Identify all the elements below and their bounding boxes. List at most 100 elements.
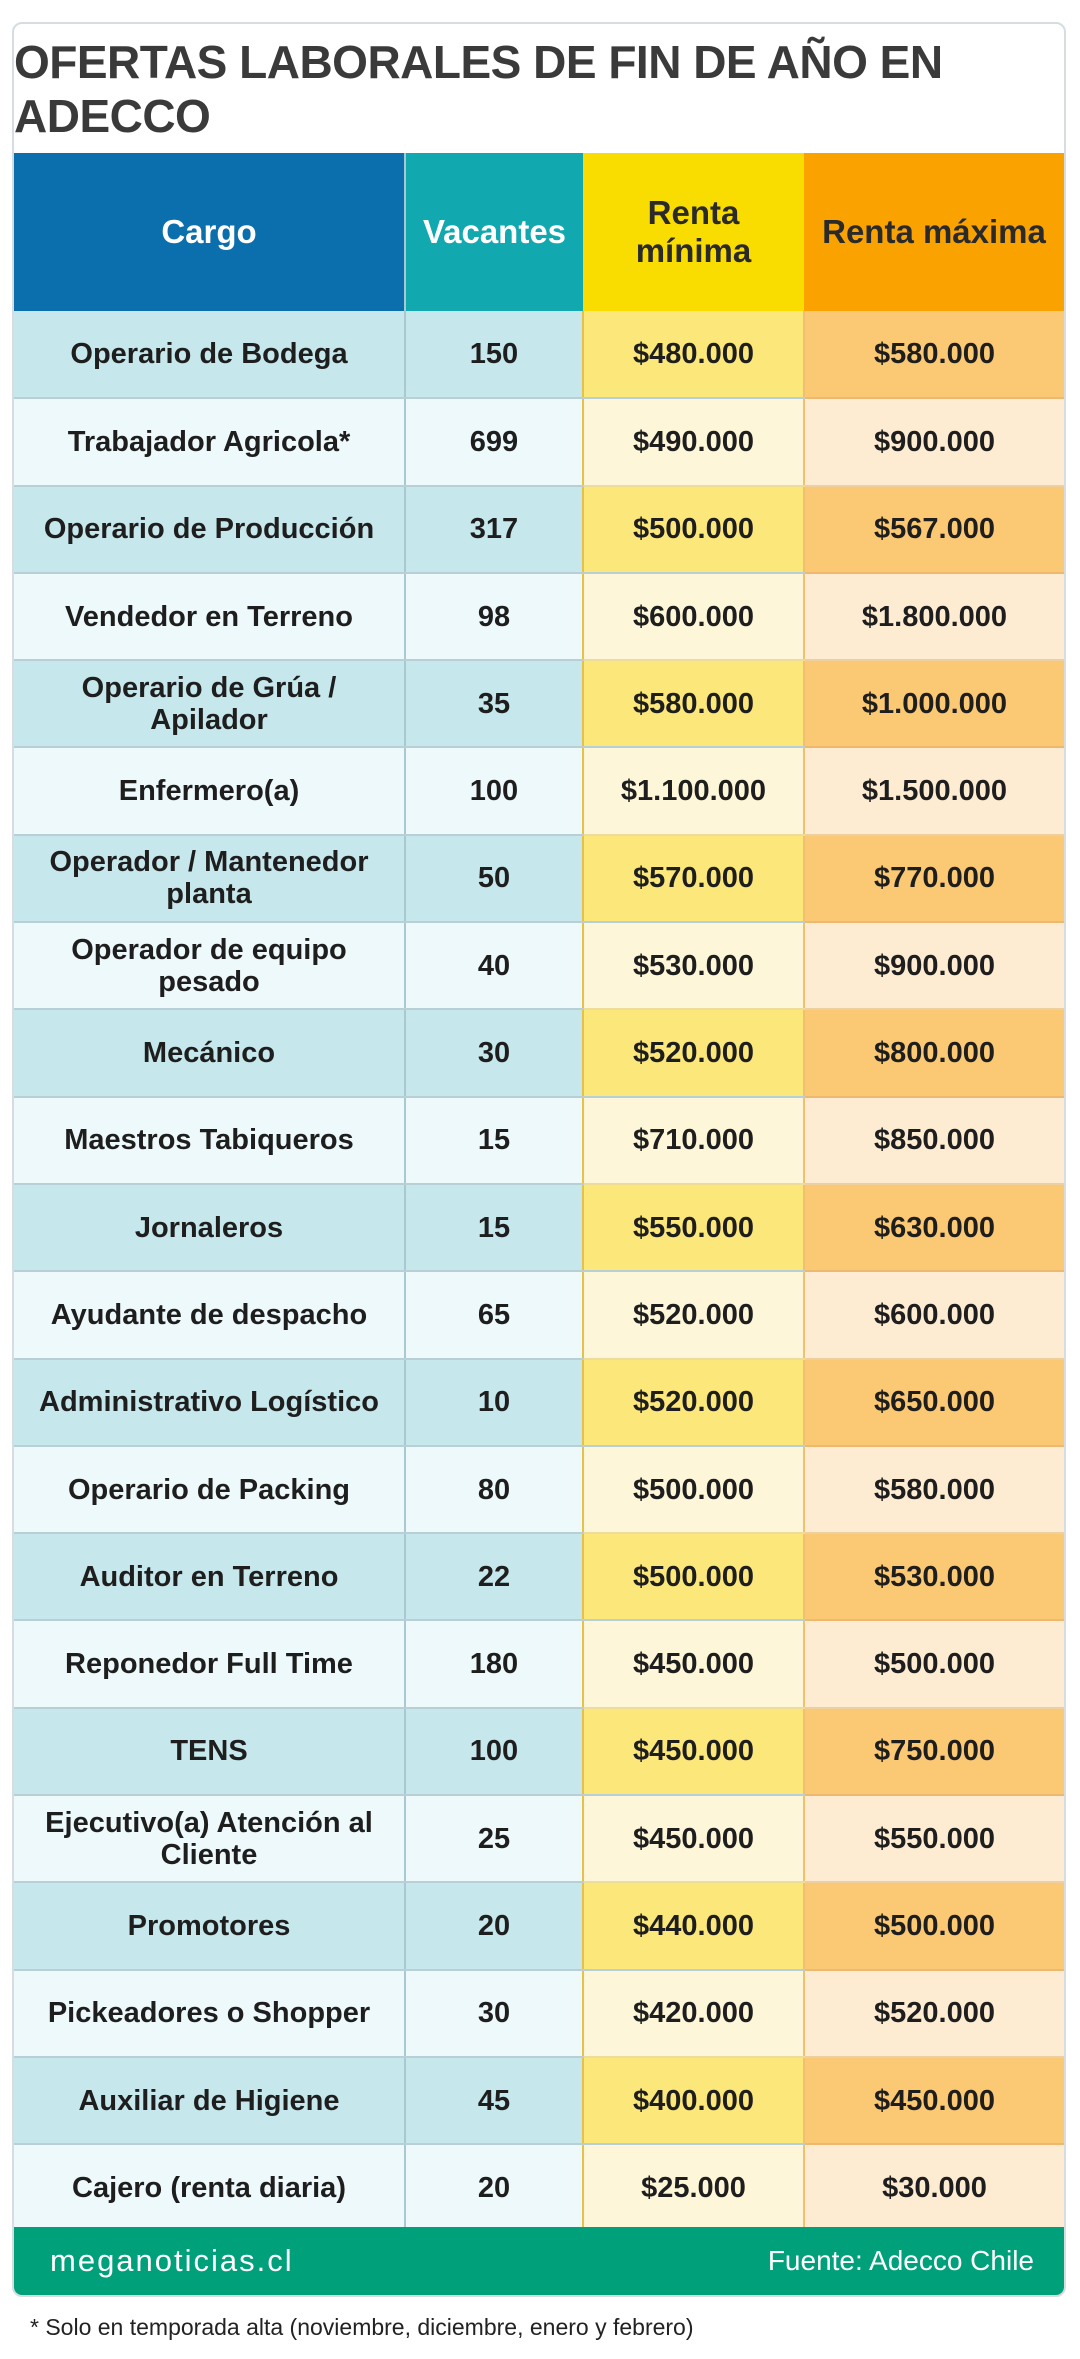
- table-cell: $1.100.000: [582, 747, 804, 836]
- table-cell: Operador de equipo pesado: [14, 922, 405, 1011]
- table-cell: Cajero (renta diaria): [14, 2144, 405, 2233]
- table-cell: Operario de Bodega: [14, 311, 405, 400]
- table-cell: Jornaleros: [14, 1183, 405, 1273]
- table-cell: 30: [404, 1009, 583, 1098]
- table-cell: $600.000: [582, 572, 804, 662]
- table-cell: $580.000: [803, 1445, 1064, 1535]
- table-cell: $500.000: [582, 1533, 804, 1622]
- table-cell: $900.000: [803, 398, 1064, 487]
- table-cell: $850.000: [803, 1096, 1064, 1185]
- table-cell: $450.000: [582, 1795, 804, 1884]
- table-cell: 10: [404, 1358, 583, 1447]
- footnote: * Solo en temporada alta (noviembre, dic…: [30, 2314, 694, 2340]
- table-cell: Administrativo Logístico: [14, 1358, 405, 1447]
- table-row: Operario de Producción 317 $500.000 $567.00…: [14, 485, 1064, 574]
- table-cell: $530.000: [803, 1533, 1064, 1622]
- table-row: Operador / Mantenedor planta 50 $570.000 $7…: [14, 834, 1064, 924]
- table-cell: Operario de Grúa / Apilador: [14, 660, 405, 749]
- table-cell: $750.000: [803, 1707, 1064, 1797]
- brand: meganoticias.cl: [50, 2243, 294, 2278]
- table-row: Administrativo Logístico 10 $520.000 $650.0…: [14, 1358, 1064, 1447]
- table-cell: 20: [404, 2144, 583, 2233]
- table-row: Ayudante de despacho 65 $520.000 $600.000: [14, 1271, 1064, 1360]
- table-cell: 100: [404, 1707, 583, 1797]
- table-cell: 98: [404, 572, 583, 662]
- table-cell: $450.000: [582, 1620, 804, 1709]
- table-cell: TENS: [14, 1707, 405, 1797]
- table-cell: Vendedor en Terreno: [14, 572, 405, 662]
- table-cell: $900.000: [803, 922, 1064, 1011]
- table-cell: $500.000: [803, 1882, 1064, 1971]
- table-cell: $450.000: [803, 2056, 1064, 2146]
- table-cell: $30.000: [803, 2144, 1064, 2233]
- table-cell: $400.000: [582, 2056, 804, 2146]
- table-cell: $550.000: [582, 1183, 804, 1273]
- footer: meganoticias.cl Fuente: Adecco Chile: [14, 2227, 1064, 2295]
- card: OFERTAS LABORALES DE FIN DE AÑO EN ADECC…: [12, 22, 1066, 2297]
- table-cell: $440.000: [582, 1882, 804, 1971]
- header-row: Cargo Vacantes Renta mínima Renta máxima: [14, 153, 1064, 311]
- table-cell: 150: [404, 311, 583, 400]
- table-row: Operador de equipo pesado 40 $530.000 $900.…: [14, 922, 1064, 1011]
- table-cell: Promotores: [14, 1882, 405, 1971]
- table-cell: 80: [404, 1445, 583, 1535]
- table-cell: 45: [404, 2056, 583, 2146]
- table-cell: 317: [404, 485, 583, 574]
- column-header: Cargo: [14, 153, 405, 311]
- table-cell: 20: [404, 1882, 583, 1971]
- table-cell: $570.000: [582, 834, 804, 924]
- table-cell: $1.000.000: [803, 660, 1064, 749]
- table-cell: $1.800.000: [803, 572, 1064, 662]
- table-cell: $450.000: [582, 1707, 804, 1797]
- table-cell: 15: [404, 1183, 583, 1273]
- table-cell: 180: [404, 1620, 583, 1709]
- table-row: Operario de Grúa / Apilador 35 $580.000 $1.…: [14, 660, 1064, 749]
- table-cell: 25: [404, 1795, 583, 1884]
- column-header: Renta máxima: [804, 153, 1064, 311]
- table-row: Maestros Tabiqueros 15 $710.000 $850.000: [14, 1096, 1064, 1185]
- table-cell: Reponedor Full Time: [14, 1620, 405, 1709]
- table-cell: Pickeadores o Shopper: [14, 1969, 405, 2058]
- table-row: Ejecutivo(a) Atención al Cliente 25 $450.0…: [14, 1795, 1064, 1884]
- table-cell: $800.000: [803, 1009, 1064, 1098]
- table-cell: Operario de Producción: [14, 485, 405, 574]
- title: OFERTAS LABORALES DE FIN DE AÑO EN ADECC…: [14, 35, 943, 142]
- table-row: Promotores 20 $440.000 $500.000: [14, 1882, 1064, 1971]
- table-cell: $710.000: [582, 1096, 804, 1185]
- table-cell: $550.000: [803, 1795, 1064, 1884]
- table-cell: $580.000: [803, 311, 1064, 400]
- table-cell: $520.000: [582, 1271, 804, 1360]
- table-cell: Maestros Tabiqueros: [14, 1096, 405, 1185]
- table-cell: $420.000: [582, 1969, 804, 2058]
- table-cell: $25.000: [582, 2144, 804, 2233]
- table-cell: $580.000: [582, 660, 804, 749]
- table-cell: $770.000: [803, 834, 1064, 924]
- table-cell: $630.000: [803, 1183, 1064, 1273]
- table-cell: $500.000: [582, 485, 804, 574]
- table-row: Trabajador Agricola* 699 $490.000 $900.000: [14, 398, 1064, 487]
- table-row: Operario de Packing 80 $500.000 $580.000: [14, 1445, 1064, 1535]
- table-cell: Mecánico: [14, 1009, 405, 1098]
- table-row: Mecánico 30 $520.000 $800.000: [14, 1009, 1064, 1098]
- table-cell: 100: [404, 747, 583, 836]
- table-cell: Auditor en Terreno: [14, 1533, 405, 1622]
- table-cell: $520.000: [803, 1969, 1064, 2058]
- table: Cargo Vacantes Renta mínima Renta máxima Op…: [14, 153, 1064, 2233]
- table-cell: $1.500.000: [803, 747, 1064, 836]
- source: Fuente: Adecco Chile: [767, 2245, 1034, 2276]
- table-row: Cajero (renta diaria) 20 $25.000 $30.000: [14, 2144, 1064, 2233]
- table-row: Vendedor en Terreno 98 $600.000 $1.800.000: [14, 572, 1064, 662]
- table-cell: $480.000: [582, 311, 804, 400]
- table-cell: Enfermero(a): [14, 747, 405, 836]
- table-cell: 22: [404, 1533, 583, 1622]
- table-row: Pickeadores o Shopper 30 $420.000 $520.000: [14, 1969, 1064, 2058]
- table-row: Auxiliar de Higiene 45 $400.000 $450.000: [14, 2056, 1064, 2146]
- table-cell: $567.000: [803, 485, 1064, 574]
- table-cell: 699: [404, 398, 583, 487]
- table-cell: $490.000: [582, 398, 804, 487]
- table-row: TENS 100 $450.000 $750.000: [14, 1707, 1064, 1797]
- table-cell: $520.000: [582, 1358, 804, 1447]
- table-cell: Ayudante de despacho: [14, 1271, 405, 1360]
- table-cell: 15: [404, 1096, 583, 1185]
